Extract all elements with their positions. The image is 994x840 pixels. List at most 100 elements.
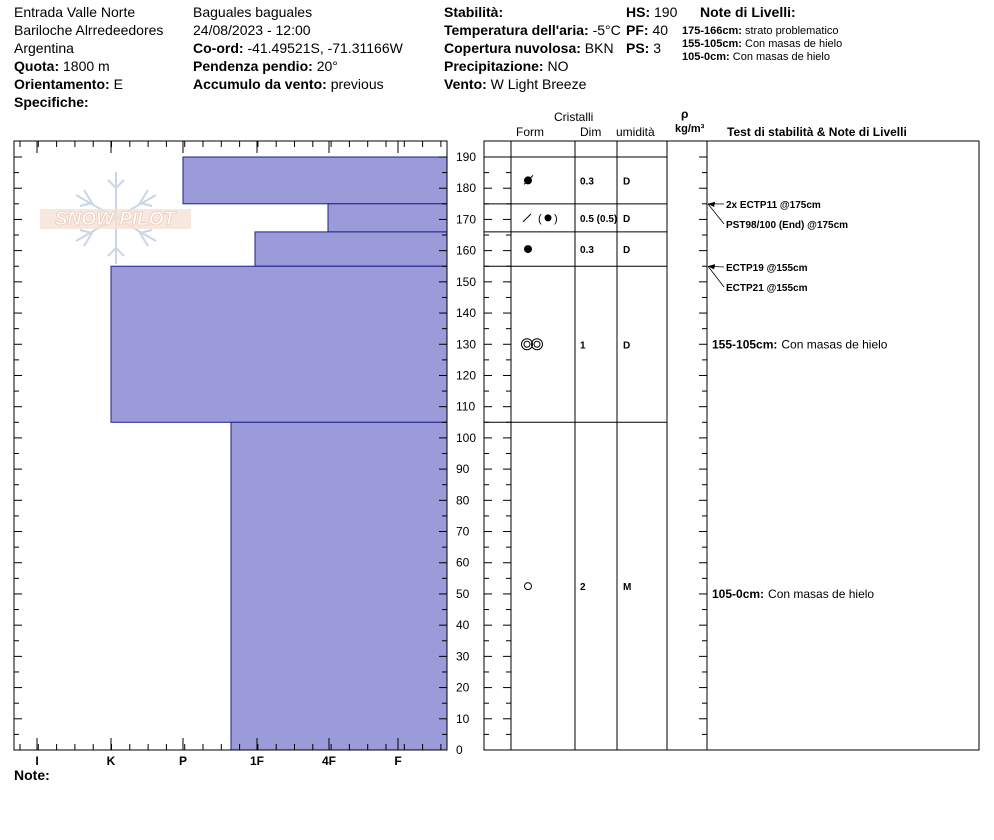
depth-tick-label: 0 [456,743,463,757]
hardness-tick-1F: 1F [250,754,264,768]
dim-header: Dim [580,125,602,139]
depth-tick-label: 110 [456,400,475,414]
moisture: D [623,176,630,187]
plot-ticks [14,141,707,751]
elevation-value: 1800 m [63,58,110,74]
layer-notes-title: Note di Livelli: [700,4,796,20]
depth-tick-label: 60 [456,556,470,570]
arrow-icon [708,201,715,207]
ski-penetration: PS: 3 [626,39,662,57]
layer-bar [254,231,448,267]
specifics-label: Specifiche: [14,94,89,110]
slope-angle: Pendenza pendio: 20° [193,57,338,75]
note-label: Note: [14,767,50,783]
site-country: Argentina [14,40,74,56]
snowpilot-logo: SNOW PILOT [40,172,191,264]
hardness-layers [110,156,448,751]
wind-label: Vento: [444,76,487,92]
depth-tick-label: 80 [456,493,470,507]
foot-penetration-value: 40 [652,22,669,38]
facet-surface-hoar-icon: () [522,213,558,225]
depth-tick-label: 50 [456,587,470,601]
rounded-grain-icon [524,582,532,591]
stability-test-label: ECTP19 @155cm [726,263,808,274]
depth-tick-label: 190 [456,150,476,164]
depth-tick-label: 90 [456,462,470,476]
stability-label: Stabilità: [444,4,504,20]
moisture: D [623,245,630,256]
wind-loading-label: Accumulo da vento: [193,76,327,92]
ski-penetration-label: PS: [626,40,650,56]
grain-size: 0.3 [580,245,594,256]
form-header: Form [516,125,544,139]
depth-tick-label: 160 [456,244,476,258]
moisture-header: umidità [616,125,655,139]
depth-tick-label: 150 [456,275,476,289]
elevation-label: Quota: [14,58,60,74]
grain-size: 2 [580,582,586,593]
cloud-cover-value: BKN [584,40,614,56]
site-aspect: Orientamento: E [14,75,123,93]
layer-comment-text: Con masas de hielo [781,337,887,351]
moisture: M [623,582,631,593]
layer-note-text: Con masas de hielo [745,38,843,50]
depth-tick-label: 10 [456,712,470,726]
foot-penetration: PF: 40 [626,21,669,39]
moisture: D [623,214,630,225]
graupel-icon [523,175,534,185]
test-pointer [707,265,725,288]
wind-loading-value: previous [330,76,384,92]
layer-note-range: 175-166cm: [682,25,742,37]
depth-axis: 0 10 20 30 40 50 60 70 80 90 100 110 120 130 140 150 160… [456,150,476,757]
layer-bar [327,203,448,233]
stability-test-label: ECTP21 @155cm [726,283,808,294]
density-header: ρ [681,107,689,121]
aspect-label: Orientamento: [14,76,110,92]
snow-height-value: 190 [654,4,678,20]
layer-comment-text: Con masas de hielo [768,587,874,601]
layer-comment: 105-0cm: Con masas de hielo [712,587,874,601]
slope-value: 20° [316,58,338,74]
crystals-header: Cristalli [554,110,594,124]
hardness-tick-F: F [394,754,401,768]
snow-height: HS: 190 [626,3,678,21]
site-region: Bariloche Alrredeedores [14,22,164,38]
depth-tick-label: 30 [456,649,470,663]
hardness-axis: I K P 1F 4F F [35,754,401,768]
site-elevation: Quota: 1800 m [14,57,110,75]
ski-penetration-value: 3 [653,40,662,56]
cloud-cover: Copertura nuvolosa: BKN [444,39,614,57]
test-pointer [707,203,725,225]
grain-size: 1 [580,340,586,351]
layer-comments: 155-105cm: Con masas de hielo 105-0cm: Con … [712,337,888,601]
stability-tests: 2x ECTP11 @175cm PST98/100 (End) @175cm EC… [707,200,848,294]
layer-note-2: 155-105cm: Con masas de hielo [682,38,842,51]
snow-height-label: HS: [626,4,651,20]
logo-text: SNOW PILOT [55,209,177,230]
layer-note-text: strato problematico [745,25,839,37]
layer-comment-range: 155-105cm: [712,337,777,351]
hardness-tick-4F: 4F [322,754,336,768]
grain-size: 0.5 (0.5) [580,214,617,225]
foot-penetration-label: PF: [626,22,649,38]
arrow-icon [708,264,715,270]
layer-comment: 155-105cm: Con masas de hielo [712,337,888,351]
crystal-table-rows: 0.3 D () 0.5 (0.5) D 0.3 D 1 D 2 M [484,156,667,593]
stability-test-label: 2x ECTP11 @175cm [726,200,821,211]
precipitation-value: NO [547,58,569,74]
hardness-plot-frame [13,140,448,751]
melt-form-icon [521,338,543,351]
layer-bar [110,265,448,423]
crystal-table-columns [510,141,708,750]
depth-tick-label: 70 [456,525,470,539]
coordinates-value: -41.49521S, -71.31166W [247,40,403,56]
svg-text:): ) [554,213,558,225]
stability: Stabilità: [444,3,503,21]
site-name: Entrada Valle Norte [14,4,136,20]
air-temperature-label: Temperatura dell'aria: [444,22,589,38]
graupel-dot-icon [524,245,532,254]
depth-tick-label: 130 [456,337,476,351]
observation-datetime: 24/08/2023 - 12:00 [193,22,311,38]
hardness-tick-I: I [35,754,38,768]
